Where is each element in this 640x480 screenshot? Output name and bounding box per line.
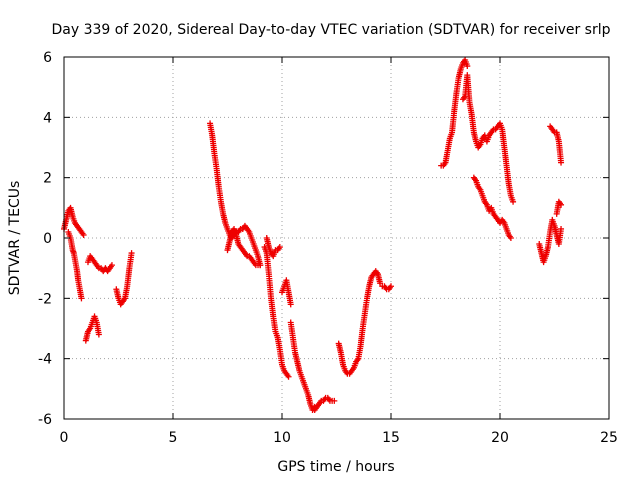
series-arc4 [84, 253, 115, 275]
data-point [507, 235, 514, 241]
x-tick-label: 0 [60, 430, 69, 446]
x-tick-label: 20 [491, 430, 509, 446]
x-tick-label: 5 [169, 430, 178, 446]
y-tick-label: 4 [43, 110, 52, 126]
data-point [95, 331, 102, 338]
y-tick-label: 0 [43, 231, 52, 247]
series-arc9 [263, 235, 283, 260]
data-point [377, 280, 384, 287]
data-point [558, 159, 565, 166]
y-axis-label: SDTVAR / TECUs [7, 181, 23, 296]
series-arc17 [470, 174, 514, 241]
data-point [287, 301, 294, 308]
data-point [285, 373, 292, 380]
y-tick-label: -2 [38, 291, 52, 307]
series-arc6 [207, 120, 264, 269]
data-point [276, 244, 283, 251]
data-point [464, 63, 471, 70]
data-point [558, 201, 565, 208]
data-points [61, 57, 565, 413]
series-arc1 [61, 204, 87, 238]
chart-title: Day 339 of 2020, Sidereal Day-to-day VTE… [51, 22, 610, 38]
series-arc14 [379, 283, 394, 293]
y-tick-label: -4 [38, 352, 52, 368]
series-arc10 [279, 277, 294, 308]
series-arc13 [335, 268, 384, 377]
data-point [78, 295, 85, 302]
series-arc2 [65, 228, 85, 302]
data-point [257, 262, 264, 269]
series-arc11 [287, 319, 318, 413]
x-tick-label: 25 [600, 430, 618, 446]
y-tick-label: 2 [43, 171, 52, 187]
data-point [331, 397, 338, 404]
data-point [128, 250, 135, 257]
series-arc5 [113, 250, 135, 308]
plot-frame [63, 56, 610, 420]
series-arc7 [224, 225, 264, 269]
data-point [558, 225, 565, 232]
data-point [510, 198, 517, 205]
series-arc12 [311, 394, 338, 413]
data-point [108, 262, 115, 269]
series-arc18 [536, 216, 565, 266]
y-tick-label: 6 [43, 50, 52, 66]
data-point [388, 283, 394, 290]
x-tick-label: 10 [273, 430, 291, 446]
x-axis-label: GPS time / hours [277, 459, 394, 475]
series-arc19 [547, 123, 565, 166]
series-arc16 [459, 72, 517, 205]
data-point [80, 231, 87, 238]
series-arc20 [553, 198, 565, 217]
series-arc8 [261, 244, 292, 380]
x-tick-label: 15 [382, 430, 400, 446]
series-arc3 [82, 313, 102, 344]
y-tick-label: -6 [38, 412, 52, 428]
series-arc15 [438, 57, 471, 169]
gridlines [64, 57, 609, 419]
axes: 0 5 10 15 20 25 -6 -4 -2 0 2 4 6 [38, 50, 618, 446]
